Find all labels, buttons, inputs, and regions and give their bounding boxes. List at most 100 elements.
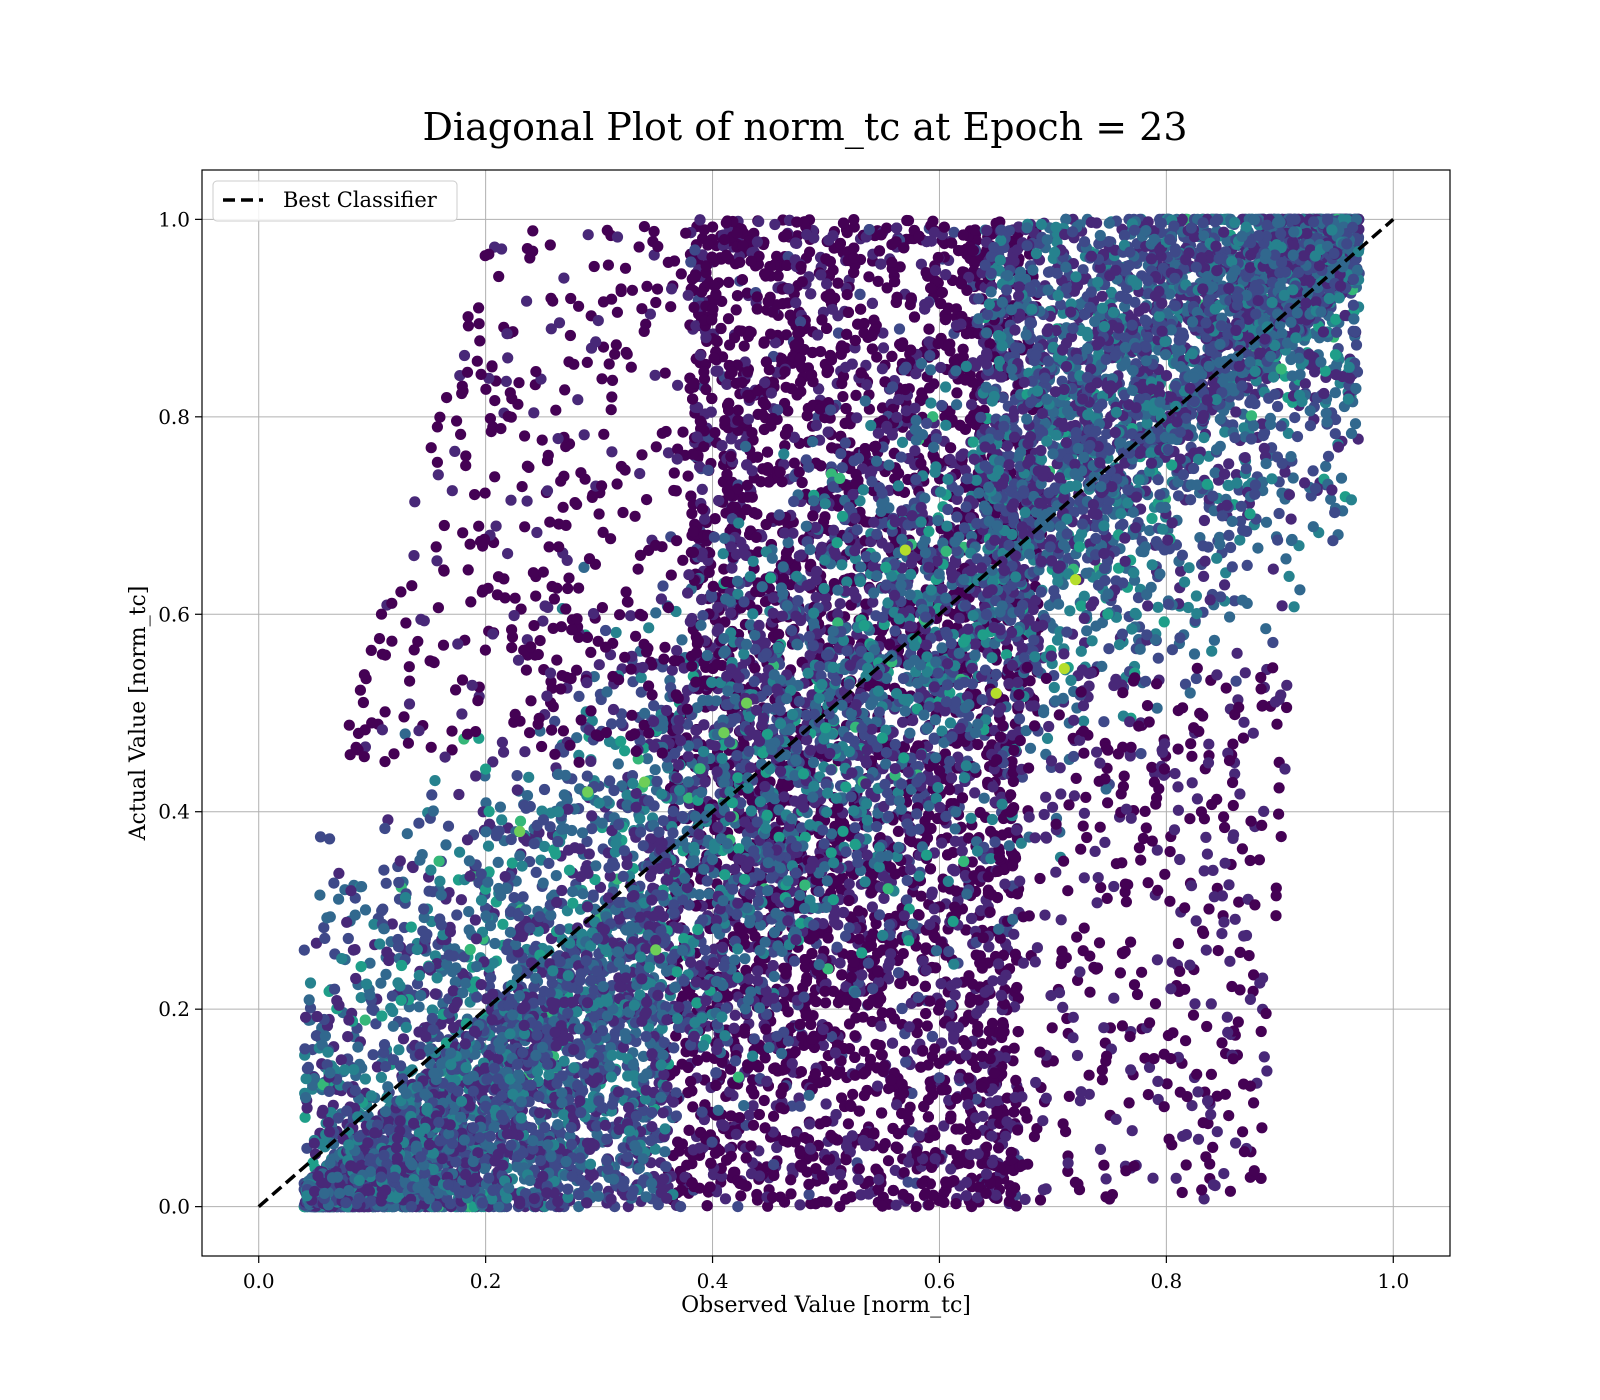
scatter-point [923, 1199, 935, 1211]
scatter-point [960, 1049, 972, 1061]
scatter-point [891, 291, 903, 303]
scatter-point [921, 1020, 933, 1032]
scatter-point [793, 1092, 805, 1104]
scatter-point [713, 1145, 726, 1157]
scatter-point [927, 215, 939, 227]
scatter-point [725, 607, 737, 619]
scatter-point [868, 1127, 880, 1139]
scatter-point [834, 1168, 846, 1181]
scatter-point [845, 971, 857, 984]
scatter-point [915, 1061, 927, 1073]
scatter-point [863, 1175, 875, 1187]
scatter-point [738, 340, 750, 352]
scatter-point [901, 1107, 913, 1119]
scatter-point [732, 404, 744, 416]
scatter-point [861, 379, 873, 391]
scatter-point [705, 406, 717, 418]
scatter-point [899, 383, 911, 396]
scatter-point [873, 245, 886, 257]
scatter-point [949, 865, 961, 877]
scatter-point [966, 912, 978, 925]
scatter-point [867, 928, 879, 940]
scatter-point [900, 1056, 912, 1068]
scatter-point [866, 465, 878, 477]
scatter-point [729, 501, 741, 513]
scatter-point [891, 222, 903, 234]
scatter-point [919, 303, 931, 315]
scatter-point [875, 1048, 887, 1060]
scatter-point [945, 442, 957, 454]
scatter-point [980, 1168, 993, 1180]
scatter-point [884, 956, 896, 968]
scatter-point [932, 338, 944, 350]
scatter-point [929, 1153, 941, 1165]
scatter-point [850, 468, 862, 481]
scatter-point [907, 975, 919, 987]
scatter-point [878, 892, 890, 904]
scatter-point [751, 508, 763, 520]
scatter-point [840, 403, 852, 415]
scatter-point [885, 862, 897, 874]
scatter-point [751, 291, 763, 303]
scatter-point [1000, 1130, 1012, 1142]
scatter-point [747, 1100, 759, 1112]
scatter-point [822, 932, 834, 944]
chart-title: Diagonal Plot of norm_tc at Epoch = 23 [422, 105, 1187, 150]
scatter-point [785, 1174, 797, 1186]
scatter-point [710, 1079, 722, 1091]
scatter-point [836, 969, 848, 981]
scatter-point [864, 1053, 877, 1065]
scatter-point [715, 322, 727, 335]
scatter-point [760, 518, 772, 531]
scatter-point [848, 252, 860, 264]
scatter-point [963, 1072, 975, 1084]
scatter-point [861, 1084, 873, 1097]
scatter-point [1008, 1106, 1020, 1118]
scatter-point [841, 328, 853, 340]
scatter-point [898, 1087, 910, 1099]
scatter-point [686, 1085, 698, 1097]
scatter-point [718, 1120, 730, 1132]
scatter-point [829, 1183, 841, 1195]
scatter-point [780, 547, 793, 559]
scatter-point [694, 214, 706, 226]
scatter-point [875, 993, 887, 1005]
scatter-point [696, 1106, 708, 1118]
scatter-point [902, 215, 915, 227]
scatter-point [716, 440, 728, 452]
scatter-point [734, 256, 746, 268]
scatter-point [849, 1051, 861, 1063]
scatter-point [984, 1097, 996, 1109]
scatter-point [776, 353, 788, 365]
scatter-point [803, 1188, 815, 1201]
scatter-point [1005, 789, 1017, 801]
scatter-point [773, 628, 785, 640]
scatter-point [936, 286, 949, 299]
scatter-point [935, 297, 947, 310]
scatter-point [949, 989, 961, 1001]
scatter-point [876, 1107, 888, 1119]
scatter-point [925, 282, 937, 294]
scatter-point [846, 1130, 858, 1142]
scatter-point [746, 1168, 758, 1180]
scatter-point [924, 995, 936, 1007]
scatter-point [903, 1021, 915, 1033]
scatter-point [712, 623, 725, 635]
scatter-point [882, 1155, 895, 1167]
scatter-point [780, 381, 792, 393]
scatter-point [832, 277, 844, 289]
scatter-point [954, 1123, 966, 1135]
scatter-point [721, 468, 733, 480]
scatter-point [929, 1043, 941, 1055]
scatter-point [830, 1109, 842, 1121]
scatter-point [794, 376, 807, 388]
scatter-point [841, 289, 853, 301]
scatter-points [298, 213, 1365, 1213]
scatter-point [804, 1118, 816, 1130]
scatter-point [805, 288, 817, 300]
scatter-point [948, 226, 960, 238]
scatter-point [957, 351, 969, 363]
scatter-point [854, 288, 866, 300]
scatter-point [856, 969, 868, 981]
scatter-point [794, 1100, 806, 1112]
